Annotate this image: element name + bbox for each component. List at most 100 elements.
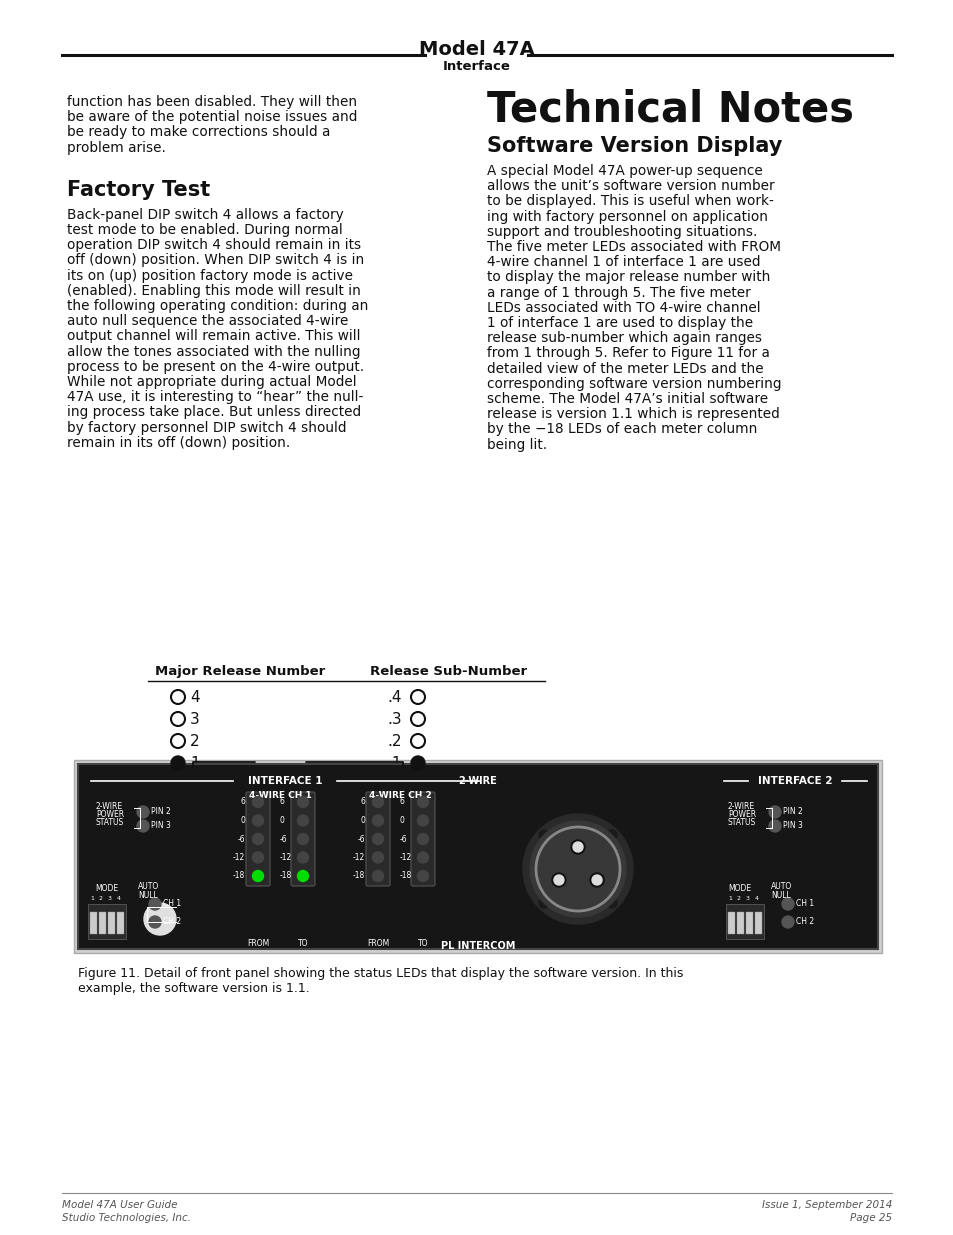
Text: be aware of the potential noise issues and: be aware of the potential noise issues a… (67, 110, 357, 125)
Text: auto null sequence the associated 4-wire: auto null sequence the associated 4-wire (67, 314, 348, 329)
Text: 3: 3 (190, 711, 199, 726)
Circle shape (253, 834, 263, 845)
Circle shape (372, 852, 383, 863)
Bar (745, 911, 752, 934)
Bar (725, 904, 763, 939)
Text: Issue 1, September 2014: Issue 1, September 2014 (760, 1200, 891, 1210)
Bar (108, 911, 115, 934)
Circle shape (137, 820, 149, 832)
Text: 2-WIRE: 2-WIRE (458, 776, 497, 785)
Text: 0: 0 (240, 816, 245, 825)
Text: 6: 6 (240, 798, 245, 806)
Text: a range of 1 through 5. The five meter: a range of 1 through 5. The five meter (486, 285, 750, 300)
Circle shape (606, 830, 617, 840)
Circle shape (149, 898, 161, 910)
Text: 3: 3 (745, 897, 749, 902)
Text: (enabled). Enabling this mode will result in: (enabled). Enabling this mode will resul… (67, 284, 360, 298)
Text: Software Version Display: Software Version Display (486, 136, 781, 156)
Circle shape (522, 814, 633, 924)
Circle shape (253, 852, 263, 863)
Circle shape (538, 830, 549, 840)
Circle shape (590, 873, 603, 887)
Text: ing process take place. But unless directed: ing process take place. But unless direc… (67, 405, 361, 420)
Circle shape (606, 898, 617, 908)
Text: to be displayed. This is useful when work-: to be displayed. This is useful when wor… (486, 194, 773, 209)
Text: NULL: NULL (138, 890, 157, 900)
Text: remain in its off (down) position.: remain in its off (down) position. (67, 436, 290, 450)
Circle shape (768, 806, 781, 818)
Text: Release Sub-Number: Release Sub-Number (370, 664, 527, 678)
Circle shape (253, 871, 263, 882)
Text: -6: -6 (357, 835, 365, 844)
Text: 1: 1 (727, 897, 731, 902)
Text: Model 47A: Model 47A (418, 40, 535, 59)
Circle shape (253, 797, 263, 808)
Text: The five meter LEDs associated with FROM: The five meter LEDs associated with FROM (486, 240, 781, 254)
Text: PIN 2: PIN 2 (782, 808, 801, 816)
Circle shape (372, 815, 383, 826)
Text: POWER: POWER (727, 810, 756, 819)
Text: the following operating condition: during an: the following operating condition: durin… (67, 299, 368, 314)
Text: INTERFACE 2: INTERFACE 2 (758, 776, 832, 785)
Circle shape (149, 916, 161, 927)
Text: .4: .4 (387, 689, 401, 704)
Circle shape (411, 756, 424, 769)
Circle shape (592, 876, 601, 885)
Text: example, the software version is 1.1.: example, the software version is 1.1. (78, 982, 310, 995)
Text: Factory Test: Factory Test (67, 180, 210, 200)
Text: MODE: MODE (95, 884, 118, 893)
Text: MODE: MODE (727, 884, 750, 893)
Bar (754, 911, 761, 934)
Circle shape (417, 852, 428, 863)
Text: to display the major release number with: to display the major release number with (486, 270, 770, 284)
Text: 6: 6 (359, 798, 365, 806)
FancyBboxPatch shape (246, 792, 270, 885)
Text: operation DIP switch 4 should remain in its: operation DIP switch 4 should remain in … (67, 238, 361, 252)
Text: INTERFACE 1: INTERFACE 1 (248, 776, 322, 785)
Text: CH 2: CH 2 (795, 918, 813, 926)
Text: 2: 2 (99, 897, 103, 902)
Text: AUTO: AUTO (138, 882, 159, 890)
Text: 1: 1 (190, 756, 199, 771)
Bar (88, 904, 126, 939)
Bar (718, 772, 872, 790)
Text: TO: TO (297, 939, 308, 948)
Circle shape (297, 852, 308, 863)
Text: POWER: POWER (96, 810, 124, 819)
Bar (78, 764, 877, 948)
Text: 1 of interface 1 are used to display the: 1 of interface 1 are used to display the (486, 316, 752, 330)
Text: .1: .1 (387, 756, 401, 771)
Text: Figure 11. Detail of front panel showing the status LEDs that display the softwa: Figure 11. Detail of front panel showing… (78, 967, 682, 981)
Text: by the −18 LEDs of each meter column: by the −18 LEDs of each meter column (486, 422, 757, 436)
Text: test mode to be enabled. During normal: test mode to be enabled. During normal (67, 224, 342, 237)
Bar (74, 760, 882, 953)
Text: be ready to make corrections should a: be ready to make corrections should a (67, 126, 330, 140)
Text: 0: 0 (399, 816, 404, 825)
Text: Model 47A User Guide: Model 47A User Guide (62, 1200, 177, 1210)
Text: 4: 4 (117, 897, 121, 902)
Circle shape (171, 756, 185, 769)
Text: ing with factory personnel on application: ing with factory personnel on applicatio… (486, 210, 767, 224)
Text: .2: .2 (387, 734, 401, 748)
Text: PIN 3: PIN 3 (151, 821, 171, 830)
Circle shape (372, 871, 383, 882)
Text: .3: .3 (387, 711, 401, 726)
Bar (737, 911, 743, 934)
Circle shape (417, 834, 428, 845)
Circle shape (372, 834, 383, 845)
Text: -6: -6 (280, 835, 287, 844)
Text: FROM: FROM (367, 939, 389, 948)
Circle shape (571, 840, 584, 853)
Text: release sub-number which again ranges: release sub-number which again ranges (486, 331, 761, 346)
Circle shape (768, 820, 781, 832)
Text: -18: -18 (353, 872, 365, 881)
Text: Interface: Interface (442, 61, 511, 73)
Text: -12: -12 (353, 853, 365, 862)
Text: STATUS: STATUS (96, 818, 124, 827)
Text: 2-WIRE: 2-WIRE (727, 802, 755, 811)
Text: by factory personnel DIP switch 4 should: by factory personnel DIP switch 4 should (67, 421, 346, 435)
Circle shape (781, 916, 793, 927)
Circle shape (297, 815, 308, 826)
Text: -18: -18 (399, 872, 412, 881)
Text: corresponding software version numbering: corresponding software version numbering (486, 377, 781, 390)
